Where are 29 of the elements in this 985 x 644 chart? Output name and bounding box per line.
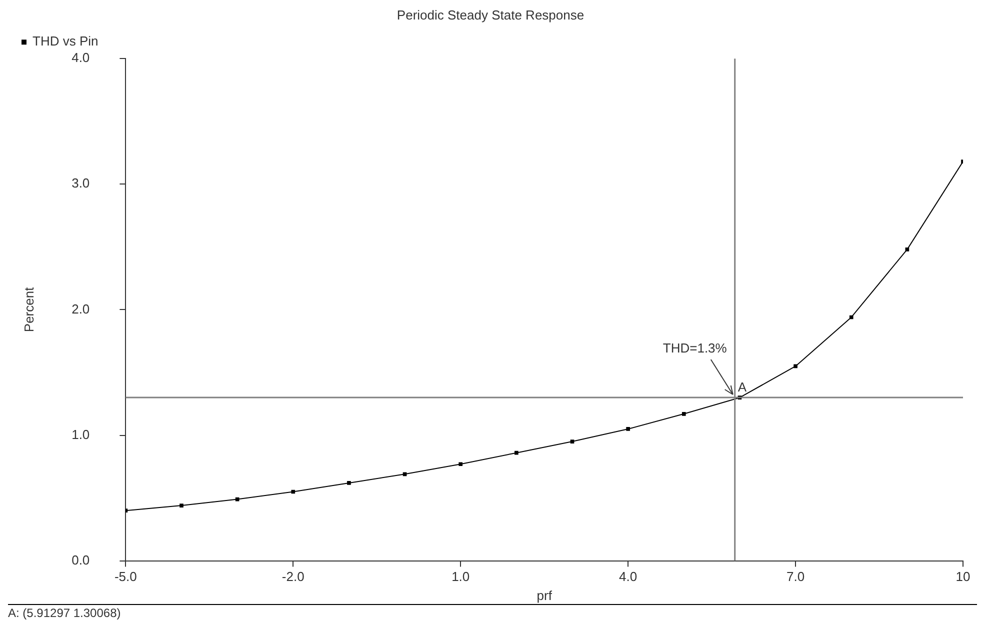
x-tick-label: -2.0	[282, 569, 304, 584]
point	[626, 427, 630, 431]
annotation: A	[738, 380, 747, 395]
x-tick-label: 7.0	[786, 569, 805, 584]
point	[180, 504, 184, 508]
point	[291, 490, 296, 494]
point	[347, 481, 351, 485]
y-axis-title: Percent	[21, 286, 36, 332]
x-tick-label: 4.0	[619, 569, 638, 584]
point	[849, 315, 854, 320]
point	[514, 450, 518, 455]
x-tick-label: -5.0	[114, 569, 137, 584]
y-tick-label: 4.0	[72, 50, 90, 66]
y-tick-label: 0.0	[72, 552, 90, 568]
annotation: THD=1.3%	[662, 340, 728, 356]
point	[905, 248, 910, 252]
y-tick-label: 1.0	[72, 426, 90, 442]
point	[682, 412, 686, 416]
y-tick-label: 3.0	[72, 176, 90, 191]
x-tick-label: 1.0	[452, 569, 470, 584]
point	[794, 364, 798, 368]
chart-title: Periodic Steady State Response	[396, 7, 584, 22]
x-tick-label: 10	[956, 569, 970, 584]
text: A: (5.91297 1.30068)	[8, 604, 977, 620]
point	[458, 462, 463, 466]
y-tick-label: 2.0	[72, 301, 90, 316]
x-axis-title: prf	[536, 588, 552, 603]
point	[570, 440, 574, 444]
legend-label: THD vs Pin	[32, 34, 98, 49]
